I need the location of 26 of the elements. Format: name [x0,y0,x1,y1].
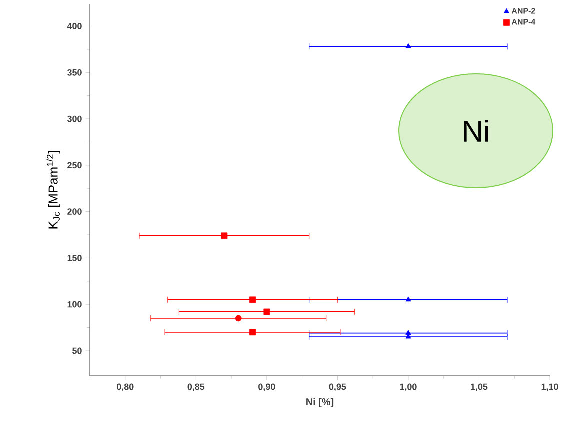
y-tick-label: 300 [67,116,82,122]
y-tick-label: 350 [67,69,82,76]
point [235,315,242,322]
annotation: Ni [464,120,488,142]
y-tick-label: 50 [72,348,82,354]
x-tick-label: 0,95 [329,384,346,392]
y-tick-label: 100 [68,301,82,308]
y-tick-label: 250 [68,162,82,169]
x-tick-label: 0,80 [117,384,134,392]
point [264,308,270,316]
x-tick-label: 1,10 [542,384,558,392]
point [250,296,256,304]
y-tick-label: 150 [68,255,82,262]
x-tick-label: 1,00 [400,384,417,392]
point [406,43,412,48]
y-tick-label: 400 [67,23,82,30]
point [406,330,412,336]
point [406,296,412,302]
y-tick-label: 200 [68,208,82,215]
y-axis-title: K$_{Jc}$ [MPam$^{1/2}$] [46,151,60,229]
point [250,329,256,336]
x-tick-label: 0,90 [258,384,276,392]
x-tick-label: 1,05 [471,384,488,392]
point [221,232,228,240]
x-axis-title: Ni [%] [306,398,334,408]
x-tick-label: 0,85 [188,384,205,392]
